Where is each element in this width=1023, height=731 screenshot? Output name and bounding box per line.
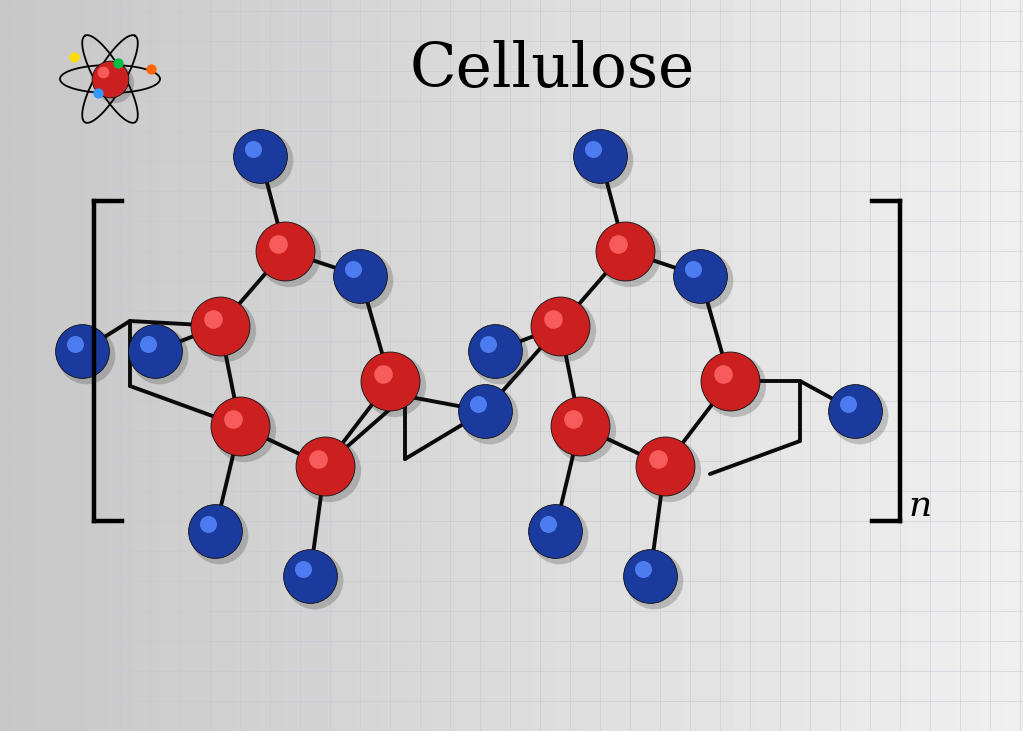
- Point: [555, 324, 572, 336]
- Point: [109, 57, 126, 69]
- Point: [252, 150, 268, 162]
- Point: [470, 398, 486, 410]
- Point: [610, 238, 626, 250]
- Point: [236, 424, 253, 436]
- Point: [277, 245, 294, 257]
- Point: [74, 345, 90, 357]
- Point: [90, 87, 106, 99]
- Point: [345, 263, 361, 275]
- Point: [551, 320, 568, 332]
- Point: [617, 245, 633, 257]
- Point: [722, 375, 739, 387]
- Point: [696, 274, 712, 286]
- Point: [386, 379, 402, 391]
- Point: [585, 143, 602, 155]
- Point: [487, 345, 503, 357]
- Text: n: n: [908, 489, 931, 523]
- Point: [211, 529, 227, 541]
- Point: [576, 424, 592, 436]
- Point: [692, 270, 708, 282]
- Point: [147, 345, 164, 357]
- Point: [225, 413, 241, 425]
- Point: [545, 313, 562, 325]
- Point: [295, 563, 311, 575]
- Point: [143, 63, 160, 75]
- Point: [321, 464, 338, 476]
- Point: [851, 409, 868, 421]
- Point: [382, 375, 398, 387]
- Point: [595, 154, 612, 166]
- Point: [374, 368, 391, 380]
- Point: [565, 413, 581, 425]
- Point: [306, 574, 322, 586]
- Point: [550, 529, 567, 541]
- Point: [657, 460, 673, 471]
- Point: [66, 338, 83, 350]
- Point: [212, 320, 228, 332]
- Point: [216, 324, 232, 336]
- Point: [352, 270, 368, 282]
- Point: [207, 525, 223, 537]
- Point: [684, 263, 701, 275]
- Point: [661, 464, 677, 476]
- Point: [646, 574, 662, 586]
- Point: [102, 73, 119, 85]
- Point: [715, 368, 731, 380]
- Point: [540, 518, 557, 530]
- Point: [105, 77, 122, 89]
- Point: [725, 379, 742, 391]
- Point: [491, 349, 507, 361]
- Point: [356, 274, 372, 286]
- Point: [317, 460, 333, 471]
- Point: [256, 154, 272, 166]
- Point: [270, 238, 286, 250]
- Point: [281, 249, 298, 261]
- Point: [150, 349, 167, 361]
- Point: [199, 518, 216, 530]
- Point: [95, 66, 112, 77]
- Point: [641, 570, 658, 582]
- Point: [481, 409, 497, 421]
- Point: [572, 420, 588, 432]
- Point: [140, 338, 157, 350]
- Text: Cellulose: Cellulose: [410, 40, 695, 100]
- Point: [847, 405, 863, 417]
- Point: [840, 398, 856, 410]
- Point: [621, 249, 637, 261]
- Point: [65, 51, 82, 63]
- Point: [78, 349, 94, 361]
- Point: [635, 563, 652, 575]
- Point: [477, 405, 493, 417]
- Point: [547, 525, 564, 537]
- Point: [650, 453, 666, 465]
- Point: [592, 150, 609, 162]
- Point: [205, 313, 221, 325]
- Point: [302, 570, 318, 582]
- Point: [232, 420, 249, 432]
- Point: [310, 453, 326, 465]
- Point: [480, 338, 496, 350]
- Point: [244, 143, 261, 155]
